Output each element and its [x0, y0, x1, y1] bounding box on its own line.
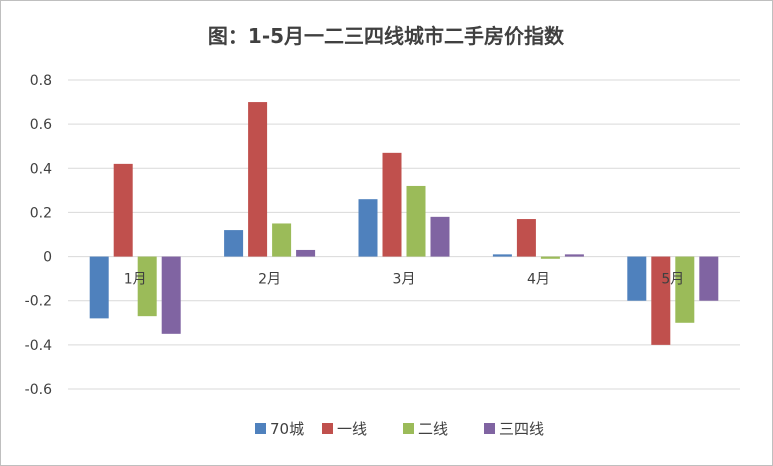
- y-tick-label: 0.6: [30, 117, 52, 133]
- legend-label: 70城: [270, 420, 304, 438]
- bar: [564, 254, 584, 257]
- y-tick-label: 0.8: [30, 73, 52, 89]
- bar: [627, 256, 647, 301]
- bar: [137, 256, 157, 317]
- bar: [358, 199, 378, 257]
- bar: [430, 216, 450, 257]
- gridlines: [68, 79, 740, 390]
- legend-label: 一线: [337, 420, 367, 438]
- legend-label: 三四线: [499, 420, 544, 438]
- x-category-label: 5月: [661, 272, 684, 288]
- chart-title: 图：1-5月一二三四线城市二手房价指数: [208, 24, 565, 48]
- legend-label: 二线: [418, 420, 448, 438]
- bar: [651, 256, 671, 345]
- bar: [699, 256, 719, 301]
- bar: [89, 256, 109, 319]
- x-category-label: 2月: [258, 272, 281, 288]
- x-category-label: 4月: [527, 272, 550, 288]
- x-axis-categories: 1月 2月 3月 4月 5月: [124, 272, 685, 288]
- legend-swatch: [484, 423, 495, 434]
- bars: [89, 102, 719, 345]
- y-tick-label: 0.2: [30, 205, 52, 221]
- bar: [113, 163, 133, 257]
- bar: [296, 249, 316, 257]
- legend-swatch: [255, 423, 266, 434]
- y-tick-label: -0.2: [25, 294, 52, 310]
- x-category-label: 1月: [124, 272, 147, 288]
- bar: [272, 223, 292, 257]
- bar: [248, 102, 268, 257]
- y-tick-label: -0.4: [25, 338, 52, 354]
- y-tick-label: -0.6: [25, 382, 52, 398]
- bar: [224, 230, 244, 257]
- legend: 70城 一线 二线 三四线: [255, 420, 544, 438]
- y-axis-ticks: 0.8 0.6 0.4 0.2 0 -0.2 -0.4 -0.6: [25, 73, 52, 398]
- bar: [492, 254, 512, 257]
- bar: [161, 256, 181, 334]
- bar: [540, 256, 560, 259]
- legend-swatch: [403, 423, 414, 434]
- bar: [406, 185, 426, 257]
- bar: [516, 219, 536, 257]
- y-tick-label: 0: [43, 250, 52, 266]
- y-tick-label: 0.4: [30, 161, 52, 177]
- legend-swatch: [322, 423, 333, 434]
- bar: [675, 256, 695, 323]
- bar: [382, 152, 402, 257]
- x-category-label: 3月: [393, 272, 416, 288]
